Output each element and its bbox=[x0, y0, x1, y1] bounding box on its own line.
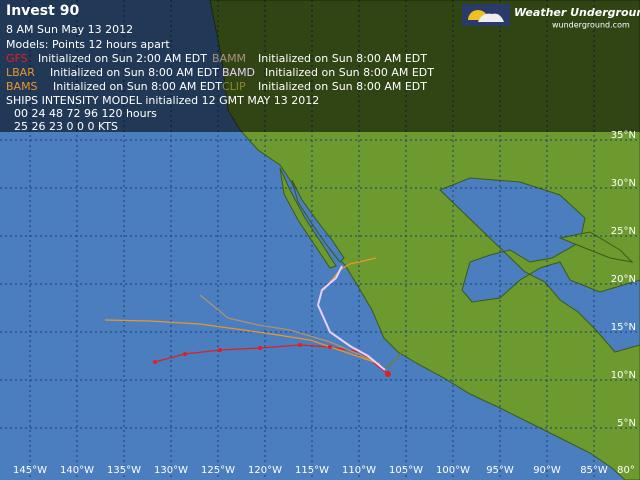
track-clip bbox=[385, 349, 405, 369]
longitude-label: 120°W bbox=[248, 465, 282, 476]
longitude-label: 90°W bbox=[533, 465, 561, 476]
model-init: Initialized on Sun 8:00 AM EDT bbox=[258, 52, 427, 65]
latitude-label: 30°N bbox=[611, 178, 636, 189]
longitude-label: 130°W bbox=[154, 465, 188, 476]
gulf-of-mexico bbox=[439, 177, 640, 353]
longitude-label: 80° bbox=[617, 465, 635, 476]
baja-peninsula bbox=[279, 167, 337, 269]
latitude-label: 35°N bbox=[611, 130, 636, 141]
latitude-label: 5°N bbox=[617, 418, 636, 429]
track-points bbox=[153, 343, 391, 377]
longitude-label: 145°W bbox=[13, 465, 47, 476]
model-name: GFS bbox=[6, 52, 28, 65]
longitude-label: 105°W bbox=[389, 465, 423, 476]
logo-cloud bbox=[478, 13, 504, 22]
longitude-label: 110°W bbox=[342, 465, 376, 476]
tracks bbox=[104, 257, 405, 375]
longitude-label: 140°W bbox=[60, 465, 94, 476]
cuba bbox=[558, 231, 634, 263]
track-point bbox=[298, 343, 302, 347]
track-gfs bbox=[154, 344, 389, 375]
longitude-label: 125°W bbox=[201, 465, 235, 476]
storm-position bbox=[385, 371, 391, 377]
longitude-label: 115°W bbox=[295, 465, 329, 476]
logo-name: Weather Underground bbox=[514, 6, 640, 19]
model-name: BAMM bbox=[212, 52, 246, 65]
track-point bbox=[218, 348, 222, 352]
track-bamm bbox=[199, 294, 373, 361]
longitude-label: 100°W bbox=[436, 465, 470, 476]
model-name: CLIP bbox=[222, 80, 246, 93]
longitude-labels: 145°W 140°W 135°W 130°W 125°W 120°W 115°W 110°W… bbox=[13, 465, 635, 476]
logo-url: wunderground.com bbox=[552, 21, 630, 30]
ships-hours: 00 24 48 72 96 120 hours bbox=[14, 107, 157, 120]
model-init: Initialized on Sun 8:00 AM EDT bbox=[265, 66, 434, 79]
longitude-label: 95°W bbox=[486, 465, 514, 476]
gulf-of-california bbox=[291, 179, 345, 263]
header-overlay bbox=[0, 0, 640, 132]
track-point bbox=[258, 346, 262, 350]
title: Invest 90 bbox=[6, 3, 79, 19]
track-lbar bbox=[104, 319, 381, 365]
models-note: Models: Points 12 hours apart bbox=[6, 38, 170, 51]
track-point bbox=[183, 352, 187, 356]
model-name: BAMD bbox=[222, 66, 255, 79]
ships-title: SHIPS INTENSITY MODEL initialized 12 GMT… bbox=[6, 94, 319, 107]
track-bamd bbox=[316, 265, 386, 371]
ships-kts: 25 26 23 0 0 0 KTS bbox=[14, 120, 118, 133]
latitude-labels: 35°N 30°N 25°N 20°N 15°N 10°N 5°N bbox=[611, 130, 636, 429]
logo: Weather Underground wunderground.com bbox=[462, 4, 640, 30]
latitude-label: 15°N bbox=[611, 322, 636, 333]
model-init: Initialized on Sun 8:00 AM EDT bbox=[53, 80, 222, 93]
model-init: Initialized on Sun 8:00 AM EDT bbox=[50, 66, 219, 79]
longitude-label: 85°W bbox=[580, 465, 608, 476]
model-init: Initialized on Sun 2:00 AM EDT bbox=[38, 52, 207, 65]
track-point bbox=[328, 345, 332, 349]
model-name: BAMS bbox=[6, 80, 38, 93]
latitude-label: 20°N bbox=[611, 274, 636, 285]
date: 8 AM Sun May 13 2012 bbox=[6, 23, 133, 36]
longitude-label: 135°W bbox=[107, 465, 141, 476]
latitude-label: 10°N bbox=[611, 370, 636, 381]
latitude-label: 25°N bbox=[611, 226, 636, 237]
model-name: LBAR bbox=[6, 66, 35, 79]
track-point bbox=[153, 360, 157, 364]
model-init: Initialized on Sun 8:00 AM EDT bbox=[258, 80, 427, 93]
